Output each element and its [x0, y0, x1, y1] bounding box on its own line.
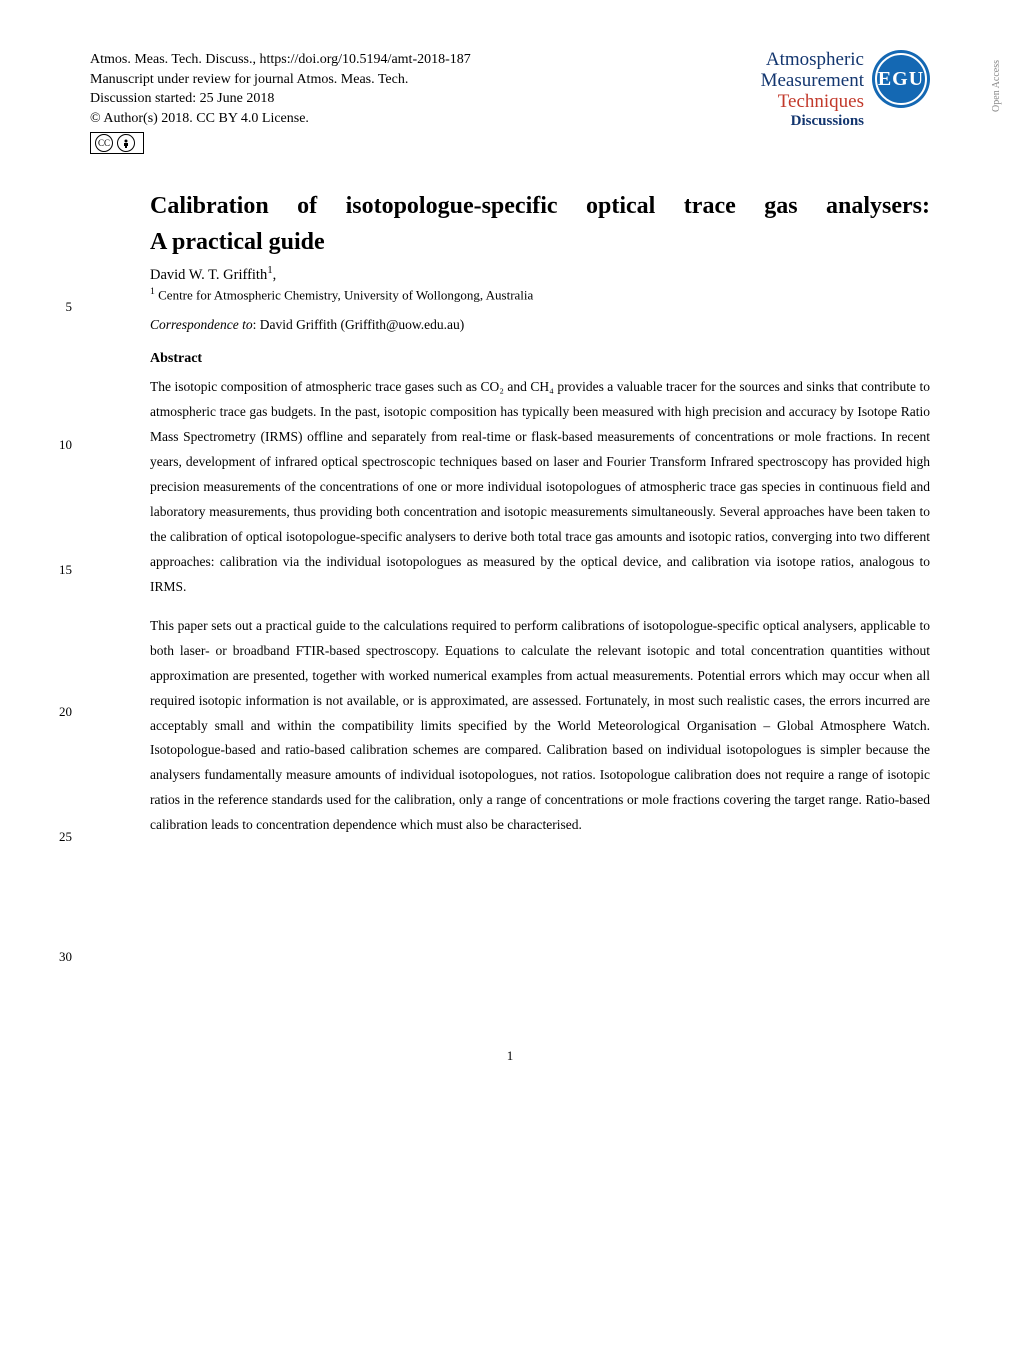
abstract-paragraph-2: This paper sets out a practical guide to…	[150, 614, 930, 839]
by-icon	[117, 134, 135, 152]
logo-line-discussions: Discussions	[761, 113, 864, 130]
line-number-30: 30	[48, 949, 72, 965]
cc-by-badge: CC	[90, 132, 144, 154]
author-name: David W. T. Griffith	[150, 267, 267, 283]
author-affil-sup: 1	[267, 264, 272, 276]
page-container: Open Access Atmos. Meas. Tech. Discuss.,…	[0, 0, 1020, 1124]
logo-line-measurement: Measurement	[761, 71, 864, 92]
journal-logo-text: Atmospheric Measurement Techniques Discu…	[761, 50, 864, 129]
cc-icon: CC	[95, 134, 113, 152]
review-note: Manuscript under review for journal Atmo…	[90, 70, 471, 90]
abstract-paragraph-1: The isotopic composition of atmospheric …	[150, 375, 930, 600]
journal-logo-block: Atmospheric Measurement Techniques Discu…	[761, 50, 930, 129]
logo-line-atmospheric: Atmospheric	[761, 50, 864, 71]
affiliation-text: Centre for Atmospheric Chemistry, Univer…	[155, 287, 533, 302]
journal-reference: Atmos. Meas. Tech. Discuss., https://doi…	[90, 50, 471, 70]
open-access-label: Open Access	[991, 60, 1002, 112]
header-meta: Atmos. Meas. Tech. Discuss., https://doi…	[90, 50, 471, 154]
license-line: © Author(s) 2018. CC BY 4.0 License.	[90, 109, 471, 129]
correspondence-line: Correspondence to: David Griffith (Griff…	[150, 317, 930, 333]
line-number-25: 25	[48, 829, 72, 845]
line-number-10: 10	[48, 437, 72, 453]
header-row: Atmos. Meas. Tech. Discuss., https://doi…	[90, 50, 930, 154]
page-number: 1	[90, 1048, 930, 1064]
line-number-15: 15	[48, 562, 72, 578]
correspondence-label: Correspondence to	[150, 317, 253, 332]
affiliation-line: 1 Centre for Atmospheric Chemistry, Univ…	[150, 286, 930, 303]
paper-title-line2: A practical guide	[150, 229, 930, 256]
line-number-5: 5	[48, 299, 72, 315]
discussion-date: Discussion started: 25 June 2018	[90, 89, 471, 109]
author-line: David W. T. Griffith1,	[150, 264, 930, 284]
abstract-heading: Abstract	[150, 351, 930, 367]
egu-badge-text: EGU	[878, 68, 924, 91]
paper-title-line1: Calibration of isotopologue-specific opt…	[150, 190, 930, 222]
title-block: Calibration of isotopologue-specific opt…	[150, 190, 930, 838]
line-number-20: 20	[48, 704, 72, 720]
logo-line-techniques: Techniques	[761, 92, 864, 113]
egu-badge: EGU	[872, 50, 930, 108]
correspondence-value: : David Griffith (Griffith@uow.edu.au)	[253, 317, 465, 332]
